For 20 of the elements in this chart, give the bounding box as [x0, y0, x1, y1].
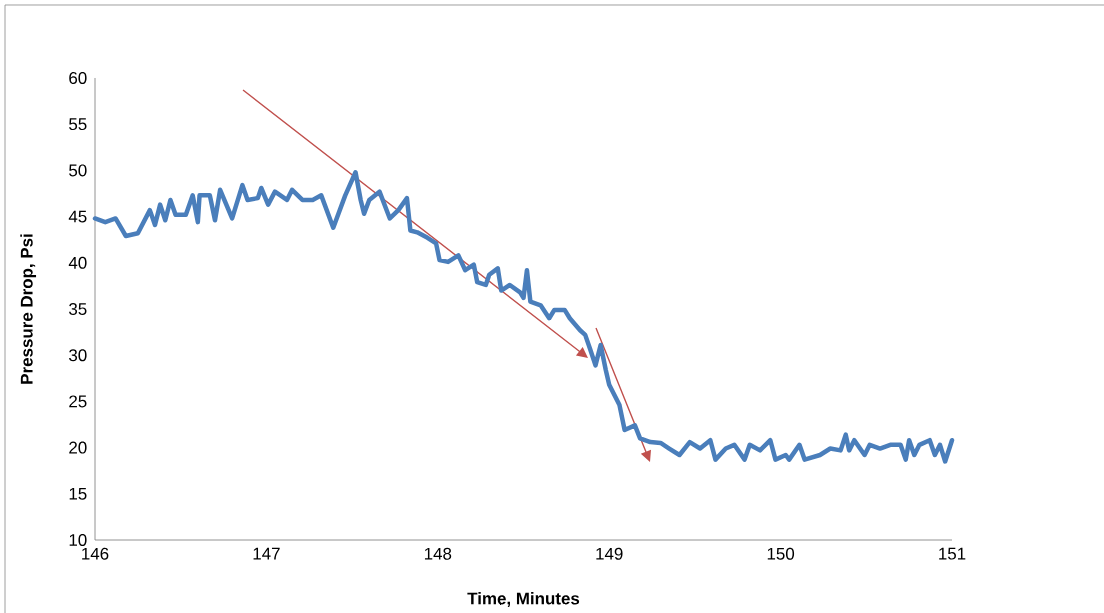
y-tick-label: 35 [69, 303, 87, 315]
x-tick-label: 151 [939, 547, 966, 560]
y-tick-label: 15 [69, 487, 87, 500]
y-tick-label: 45 [68, 210, 87, 223]
y-tick-label: 25 [69, 395, 87, 408]
y-tick-label: 60 [69, 72, 87, 84]
x-tick-label: 146 [82, 547, 109, 560]
x-tick-label: 150 [767, 547, 795, 560]
y-tick-label: 20 [69, 441, 87, 454]
x-axis-title: Time, Minutes [467, 592, 580, 607]
line-series [92, 170, 955, 464]
x-tick-label: 148 [424, 547, 452, 560]
y-tick-label: 55 [69, 118, 87, 131]
y-tick-label: 50 [69, 164, 87, 177]
x-tick-label: 147 [253, 547, 280, 560]
y-tick-label: 40 [68, 256, 87, 269]
y-axis-title: Pressure Drop, Psi [20, 234, 37, 384]
y-tick-label: 10 [69, 534, 87, 546]
y-tick-label: 30 [69, 349, 87, 362]
x-tick-label: 149 [596, 547, 623, 560]
